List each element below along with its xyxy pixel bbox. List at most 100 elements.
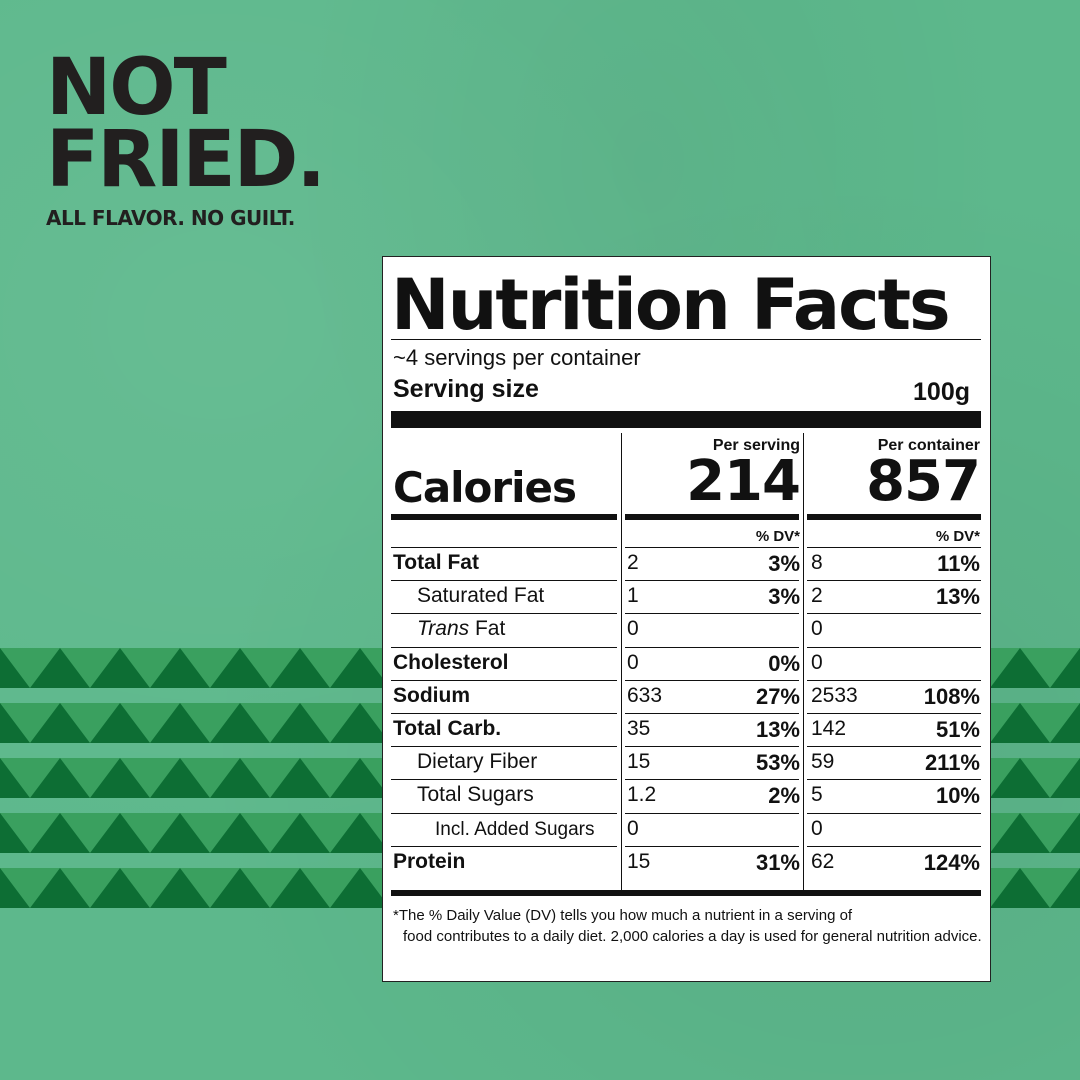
headline-line-2: FRIED. bbox=[46, 115, 326, 205]
nutrient-name-suffix: Fat bbox=[469, 617, 506, 641]
container-amount: 0 bbox=[811, 617, 823, 641]
serving-dv: 3% bbox=[768, 584, 800, 610]
nutrient-name: Cholesterol bbox=[393, 650, 509, 674]
nutrient-name: Total Fat bbox=[393, 551, 479, 574]
serving-dv: 53% bbox=[755, 750, 800, 776]
serving-dv: 27% bbox=[755, 683, 800, 709]
container-amount: 0 bbox=[811, 650, 823, 674]
nutrient-name: Trans Fat bbox=[417, 617, 505, 641]
row-divider bbox=[625, 646, 799, 648]
serving-dv: 0% bbox=[768, 650, 800, 676]
calories-rule-3 bbox=[807, 514, 981, 520]
row-divider bbox=[625, 547, 799, 548]
brand-headline: NOT FRIED. ALL FLAVOR. NO GUILT. bbox=[46, 43, 326, 230]
serving-amount: 1 bbox=[627, 584, 639, 608]
dv-header-container: % DV* bbox=[935, 528, 980, 545]
per-container-header: Per container bbox=[877, 437, 980, 454]
row-divider bbox=[391, 845, 617, 847]
serving-dv: 31% bbox=[755, 849, 800, 875]
row-divider bbox=[807, 613, 981, 615]
row-divider bbox=[391, 713, 617, 714]
row-divider bbox=[807, 646, 981, 648]
container-amount: 2533 bbox=[811, 683, 858, 707]
column-separator-1 bbox=[621, 433, 622, 891]
row-divider bbox=[625, 679, 799, 681]
serving-amount: 15 bbox=[627, 750, 651, 774]
row-divider bbox=[625, 580, 799, 582]
nutrient-name: Dietary Fiber bbox=[417, 750, 538, 774]
container-dv: 124% bbox=[923, 849, 980, 875]
footnote-line-2: food contributes to a daily diet. 2,000 … bbox=[403, 928, 982, 945]
bottom-rule bbox=[391, 890, 981, 896]
serving-dv: 3% bbox=[768, 551, 800, 576]
tagline: ALL FLAVOR. NO GUILT. bbox=[46, 206, 295, 230]
serving-size-value: 100g bbox=[913, 378, 970, 406]
row-divider bbox=[807, 812, 981, 814]
row-divider bbox=[625, 713, 799, 714]
serving-amount: 633 bbox=[627, 683, 663, 707]
row-divider bbox=[391, 746, 617, 748]
row-divider bbox=[807, 580, 981, 582]
row-divider bbox=[807, 845, 981, 847]
container-dv: 108% bbox=[923, 683, 980, 709]
serving-amount: 2 bbox=[627, 551, 639, 574]
row-divider bbox=[625, 613, 799, 615]
container-amount: 8 bbox=[811, 551, 823, 574]
nutrition-title: Nutrition Facts bbox=[391, 264, 951, 346]
calories-rule-2 bbox=[625, 514, 799, 520]
dv-header-serving: % DV* bbox=[755, 528, 800, 545]
row-divider bbox=[391, 580, 617, 582]
container-amount: 0 bbox=[811, 816, 823, 840]
divider bbox=[391, 339, 981, 340]
column-separator-2 bbox=[803, 433, 804, 891]
row-divider bbox=[807, 746, 981, 748]
calories-rule-1 bbox=[391, 514, 617, 520]
footnote: *The % Daily Value (DV) tells you how mu… bbox=[393, 905, 985, 947]
container-amount: 5 bbox=[811, 783, 823, 807]
nutrient-name: Protein bbox=[393, 849, 466, 873]
serving-amount: 0 bbox=[627, 816, 639, 840]
row-divider bbox=[391, 779, 617, 781]
row-divider bbox=[625, 746, 799, 748]
serving-amount: 1.2 bbox=[627, 783, 657, 807]
servings-per-container: ~4 servings per container bbox=[393, 345, 641, 370]
serving-amount: 35 bbox=[627, 717, 651, 740]
calories-label: Calories bbox=[393, 463, 577, 512]
serving-size-label: Serving size bbox=[393, 375, 539, 403]
row-divider bbox=[625, 779, 799, 781]
row-divider bbox=[391, 646, 617, 648]
row-divider bbox=[807, 713, 981, 714]
nutrient-name: Sodium bbox=[393, 683, 470, 707]
footnote-line-1: *The % Daily Value (DV) tells you how mu… bbox=[393, 907, 853, 924]
calories-per-serving: 214 bbox=[686, 449, 801, 514]
nutrient-name: Incl. Added Sugars bbox=[435, 818, 595, 840]
thick-divider bbox=[391, 411, 981, 428]
row-divider bbox=[625, 845, 799, 847]
container-dv: 211% bbox=[924, 750, 980, 776]
container-dv: 10% bbox=[935, 783, 980, 809]
serving-amount: 0 bbox=[627, 617, 639, 641]
container-dv: 13% bbox=[935, 584, 980, 610]
nutrient-name-italic: Trans bbox=[417, 617, 470, 641]
row-divider bbox=[391, 812, 617, 814]
headline-line-1: NOT bbox=[46, 43, 227, 133]
serving-dv: 2% bbox=[768, 783, 800, 809]
container-dv: 51% bbox=[935, 717, 980, 742]
serving-amount: 0 bbox=[627, 650, 639, 674]
row-divider bbox=[391, 613, 617, 615]
row-divider bbox=[807, 679, 981, 681]
row-divider bbox=[625, 812, 799, 814]
container-amount: 62 bbox=[811, 849, 835, 873]
row-divider bbox=[391, 547, 617, 548]
serving-dv: 13% bbox=[755, 717, 800, 742]
nutrient-name: Total Sugars bbox=[417, 783, 534, 807]
nutrient-name: Saturated Fat bbox=[417, 584, 545, 608]
serving-amount: 15 bbox=[627, 849, 651, 873]
row-divider bbox=[807, 779, 981, 781]
row-divider bbox=[807, 547, 981, 548]
container-dv: 11% bbox=[937, 551, 980, 576]
container-amount: 142 bbox=[811, 717, 847, 740]
calories-per-container: 857 bbox=[866, 449, 981, 514]
row-divider bbox=[391, 679, 617, 681]
container-amount: 59 bbox=[811, 750, 835, 774]
